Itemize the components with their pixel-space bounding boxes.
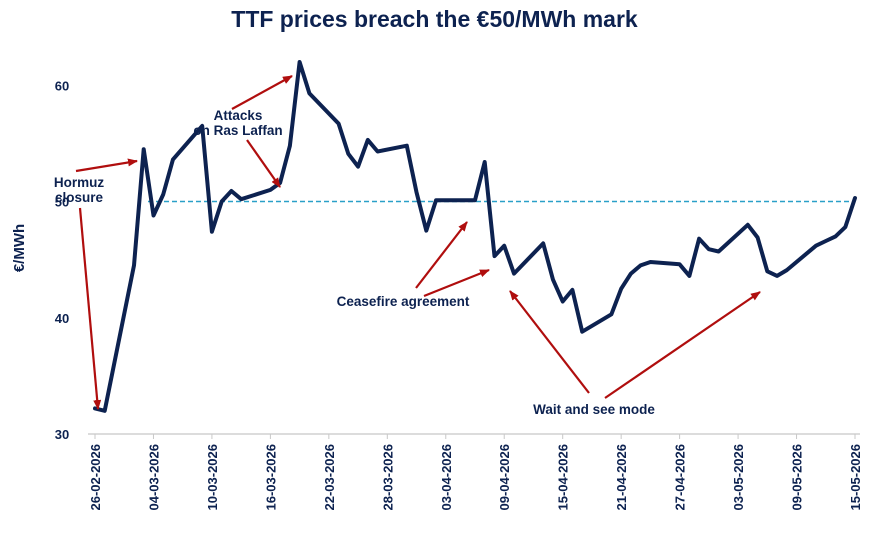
data-point <box>708 248 710 250</box>
x-tick-label: 15-04-2026 <box>556 444 571 511</box>
x-tick-label: 03-04-2026 <box>439 444 454 511</box>
data-point <box>786 269 788 271</box>
annotation-attacks-ras-laffan: on Ras Laffan <box>193 123 282 138</box>
x-tick-label: 27-04-2026 <box>673 444 688 511</box>
data-point <box>825 240 827 242</box>
data-point <box>445 199 447 201</box>
x-tick-label: 21-04-2026 <box>614 444 629 511</box>
data-point <box>649 261 651 263</box>
y-axis-label: €/MWh <box>11 224 28 272</box>
data-point <box>299 61 301 63</box>
data-point <box>162 194 164 196</box>
data-point <box>610 313 612 315</box>
annotation-arrow <box>604 291 761 399</box>
data-point <box>357 166 359 168</box>
data-point <box>513 273 515 275</box>
data-point <box>416 191 418 193</box>
data-point <box>844 226 846 228</box>
x-tick-label: 26-02-2026 <box>88 444 103 511</box>
data-point <box>679 263 681 265</box>
data-point <box>230 190 232 192</box>
data-point <box>640 264 642 266</box>
data-point <box>308 92 310 94</box>
data-point <box>630 273 632 275</box>
data-point <box>552 278 554 280</box>
annotation-arrow <box>246 139 281 188</box>
data-point <box>94 407 96 409</box>
data-point <box>289 145 291 147</box>
data-point <box>776 275 778 277</box>
y-tick-label: 30 <box>55 427 69 442</box>
annotation-arrow <box>509 290 590 394</box>
data-point <box>152 214 154 216</box>
data-point <box>269 189 271 191</box>
data-point <box>503 245 505 247</box>
data-point <box>435 199 437 201</box>
data-point <box>542 242 544 244</box>
x-tick-label: 16-03-2026 <box>263 444 278 511</box>
data-point <box>133 264 135 266</box>
annotation-hormuz-closure: Hormuz <box>54 175 104 190</box>
data-point <box>211 231 213 233</box>
data-point <box>747 224 749 226</box>
data-point <box>347 153 349 155</box>
x-tick-label: 10-03-2026 <box>205 444 220 511</box>
data-point <box>571 289 573 291</box>
data-point <box>493 255 495 257</box>
annotation-arrow <box>75 158 138 173</box>
x-tick-label: 15-05-2026 <box>848 444 863 511</box>
data-point <box>815 245 817 247</box>
data-point <box>143 148 145 150</box>
annotation-attacks-ras-laffan: Attacks <box>214 108 263 123</box>
chart-title: TTF prices breach the €50/MWh mark <box>231 6 638 32</box>
data-point <box>484 161 486 163</box>
y-tick-label: 60 <box>55 78 69 93</box>
data-point <box>367 139 369 141</box>
annotation-wait-and-see-mode: Wait and see mode <box>533 402 655 417</box>
annotation-ceasefire-agreement: Ceasefire agreement <box>337 294 470 309</box>
x-tick-label: 28-03-2026 <box>380 444 395 511</box>
y-tick-label: 40 <box>55 311 69 326</box>
data-point <box>620 288 622 290</box>
data-point <box>377 151 379 153</box>
data-point <box>406 145 408 147</box>
data-point <box>279 182 281 184</box>
data-point <box>688 275 690 277</box>
data-point <box>338 123 340 125</box>
data-point <box>425 230 427 232</box>
price-series-line <box>93 60 857 413</box>
data-point <box>172 159 174 161</box>
data-point <box>240 198 242 200</box>
x-tick-label: 03-05-2026 <box>731 444 746 511</box>
x-tick-label: 09-05-2026 <box>790 444 805 511</box>
data-point <box>835 235 837 237</box>
y-tick-label: 50 <box>55 195 69 210</box>
data-point <box>474 199 476 201</box>
x-tick-label: 04-03-2026 <box>146 444 161 511</box>
x-tick-label: 09-04-2026 <box>497 444 512 511</box>
x-tick-label: 22-03-2026 <box>322 444 337 511</box>
annotation-arrow <box>423 268 490 298</box>
annotation-arrow <box>231 75 293 110</box>
data-point <box>698 238 700 240</box>
data-point <box>757 237 759 239</box>
data-point <box>718 250 720 252</box>
data-point <box>766 270 768 272</box>
annotation-hormuz-closure: closure <box>55 190 104 205</box>
data-point <box>104 410 106 412</box>
annotation-arrow <box>78 207 102 410</box>
data-point <box>221 201 223 202</box>
annotation-arrow <box>415 221 468 289</box>
data-point <box>854 197 856 199</box>
data-point <box>581 331 583 333</box>
data-point <box>201 125 203 127</box>
data-point <box>562 300 564 302</box>
